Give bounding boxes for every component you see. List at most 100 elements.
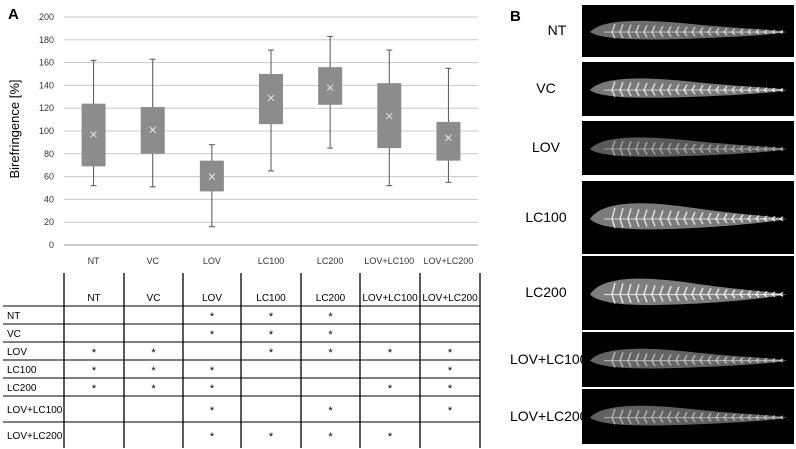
- table-row-label: LOV+LC200: [7, 431, 63, 442]
- fish-micrograph: [582, 121, 794, 175]
- box-nt: [81, 59, 106, 187]
- mean-marker: [208, 173, 216, 180]
- significance-star: *: [448, 347, 453, 359]
- significance-star: *: [210, 329, 215, 341]
- fish-label: LOV+LC200: [510, 407, 588, 424]
- fish-row: LC200: [510, 256, 796, 330]
- significance-star: *: [269, 329, 274, 341]
- significance-star: *: [328, 347, 333, 359]
- significance-table: NT VC LOV LC100 LC200 LOV+LC100 LOV+LC200 NT * * *…: [3, 273, 481, 448]
- y-tick-label: 160: [39, 58, 54, 68]
- fish-row: LC100: [510, 181, 796, 254]
- significance-star: *: [328, 405, 333, 417]
- fish-row: LOV+LC100: [510, 332, 796, 387]
- significance-star: *: [388, 431, 393, 443]
- x-tick-label: LOV+LC100: [364, 256, 414, 266]
- significance-star: *: [448, 365, 453, 377]
- significance-star: *: [448, 383, 453, 395]
- significance-star: *: [269, 311, 274, 323]
- fish-micrograph: [582, 389, 794, 444]
- mean-marker: [149, 126, 157, 134]
- significance-star: *: [210, 365, 215, 377]
- fish-micrograph: [582, 181, 794, 254]
- fish-micrograph: [582, 332, 794, 387]
- y-tick-label: 0: [49, 240, 54, 250]
- box-iqr: [436, 121, 461, 161]
- significance-star: *: [92, 347, 97, 359]
- x-tick-label: LC100: [258, 256, 285, 266]
- fish-label: LOV: [531, 139, 560, 155]
- box-lc100: [259, 49, 283, 172]
- table-column-header: VC: [147, 293, 161, 304]
- y-tick-label: 20: [44, 217, 54, 227]
- y-tick-label: 180: [39, 35, 54, 45]
- table-row-label: LC100: [7, 365, 37, 376]
- significance-star: *: [92, 365, 97, 377]
- mean-marker: [326, 84, 334, 92]
- x-tick-label: LOV+LC200: [424, 256, 474, 266]
- fish-micrograph: [582, 256, 794, 330]
- fish-label: VC: [536, 80, 556, 96]
- table-column-header: LOV+LC100: [362, 293, 418, 304]
- fish-label: LOV+LC100: [510, 350, 588, 367]
- table-row-label: LOV: [7, 347, 27, 358]
- table-row-label: LOV+LC100: [7, 405, 63, 416]
- significance-star: *: [92, 383, 97, 395]
- significance-star: *: [388, 347, 393, 359]
- box-iqr: [318, 67, 343, 105]
- fish-micrograph: [582, 62, 794, 116]
- y-axis-label: Birefringence [%]: [7, 80, 22, 179]
- fish-label: LC200: [525, 284, 567, 300]
- table-column-header: LC200: [316, 293, 346, 304]
- mean-marker: [267, 94, 275, 102]
- panel-b-letter: B: [510, 8, 521, 25]
- y-tick-label: 40: [44, 194, 54, 204]
- box-lov-lc100: [377, 49, 402, 187]
- table-row-label: NT: [7, 311, 20, 322]
- fish-label: NT: [547, 22, 567, 38]
- table-column-header: NT: [87, 293, 100, 304]
- mean-marker: [90, 131, 97, 138]
- significance-star: *: [388, 383, 393, 395]
- table-row-label: VC: [7, 329, 21, 340]
- x-tick-label: VC: [146, 256, 159, 266]
- x-tick-label: LOV: [203, 256, 221, 266]
- table-row-label: LC200: [7, 383, 37, 394]
- significance-star: *: [328, 431, 333, 443]
- significance-star: *: [210, 383, 215, 395]
- significance-star: *: [151, 347, 156, 359]
- panel-b: B NT VC LOV LC100 LC200 LOV+LC100 LOV+LC200: [510, 0, 796, 449]
- fish-label: LC100: [525, 208, 567, 225]
- fish-row: LOV: [510, 121, 796, 175]
- mean-marker: [445, 134, 452, 142]
- box-lov: [199, 144, 224, 228]
- significance-star: *: [210, 405, 215, 417]
- x-tick-label: LC200: [317, 256, 344, 266]
- fish-micrograph: [582, 5, 794, 57]
- significance-star: *: [269, 347, 274, 359]
- y-tick-label: 140: [39, 80, 54, 90]
- significance-star: *: [210, 311, 215, 323]
- x-tick-labels: NT VC LOV LC100 LC200 LOV+LC100 LOV+LC200: [88, 256, 474, 266]
- significance-star: *: [151, 365, 156, 377]
- significance-star: *: [328, 329, 333, 341]
- y-tick-label: 120: [39, 103, 54, 113]
- significance-star: *: [210, 431, 215, 443]
- box-iqr: [259, 74, 283, 125]
- mean-marker: [385, 112, 393, 120]
- fish-row: LOV+LC200: [510, 389, 796, 444]
- fish-row: VC: [510, 62, 796, 116]
- panel-a-letter: A: [8, 6, 19, 23]
- box-lov-lc200: [436, 67, 461, 183]
- x-tick-label: NT: [88, 256, 100, 266]
- significance-star: *: [328, 311, 333, 323]
- fish-row: NT: [510, 5, 796, 57]
- y-tick-label: 100: [39, 126, 54, 136]
- table-column-header: LC100: [256, 293, 286, 304]
- significance-star: *: [151, 383, 156, 395]
- y-tick-label: 60: [44, 172, 54, 182]
- y-tick-label: 80: [44, 149, 54, 159]
- box-vc: [140, 58, 165, 188]
- table-column-header: LOV: [202, 293, 222, 304]
- box-plots: [81, 35, 461, 228]
